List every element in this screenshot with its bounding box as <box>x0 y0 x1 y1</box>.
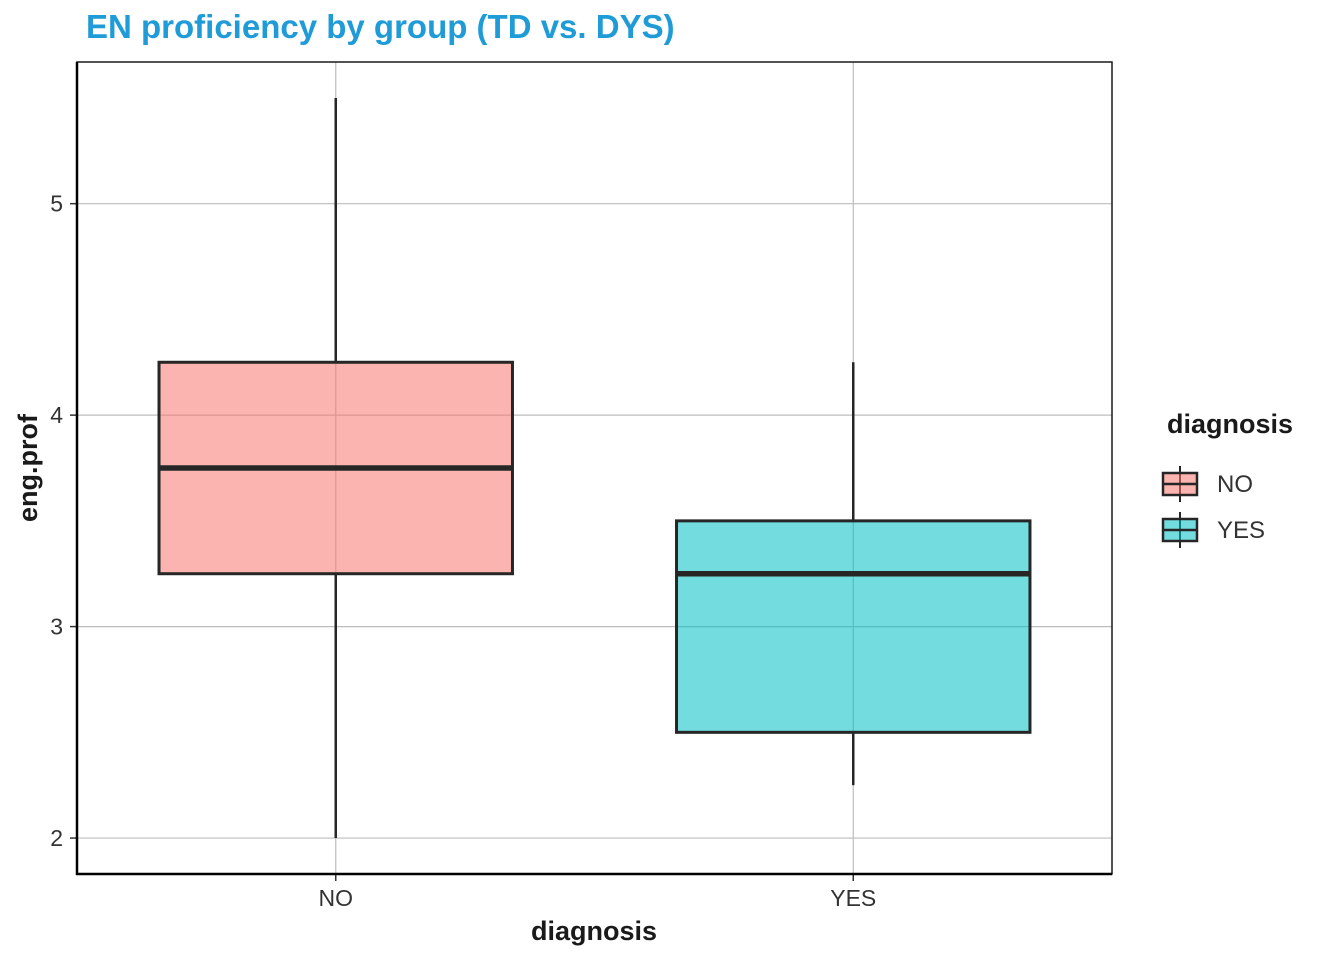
axes: 2 3 4 5 NO YES <box>50 62 1112 911</box>
y-tick-label: 5 <box>50 191 63 217</box>
box-no <box>157 97 514 839</box>
legend-label: NO <box>1217 471 1253 498</box>
legend-title: diagnosis <box>1167 409 1293 439</box>
x-tick-label: YES <box>830 885 876 911</box>
x-axis-title: diagnosis <box>531 916 657 946</box>
legend-label: YES <box>1217 517 1265 544</box>
y-axis-title: eng.prof <box>13 413 43 522</box>
boxes <box>157 97 1032 839</box>
chart-title: EN proficiency by group (TD vs. DYS) <box>86 8 675 45</box>
box-yes <box>675 362 1032 786</box>
y-tick-label: 2 <box>50 825 63 851</box>
legend-item-no: NO <box>1161 466 1253 502</box>
legend-item-yes: YES <box>1161 512 1265 548</box>
box-iqr <box>675 519 1032 734</box>
x-tick-label: NO <box>319 885 354 911</box>
y-tick-label: 3 <box>50 614 63 640</box>
y-tick-label: 4 <box>50 402 63 428</box>
legend: diagnosis NO YES <box>1161 409 1293 548</box>
